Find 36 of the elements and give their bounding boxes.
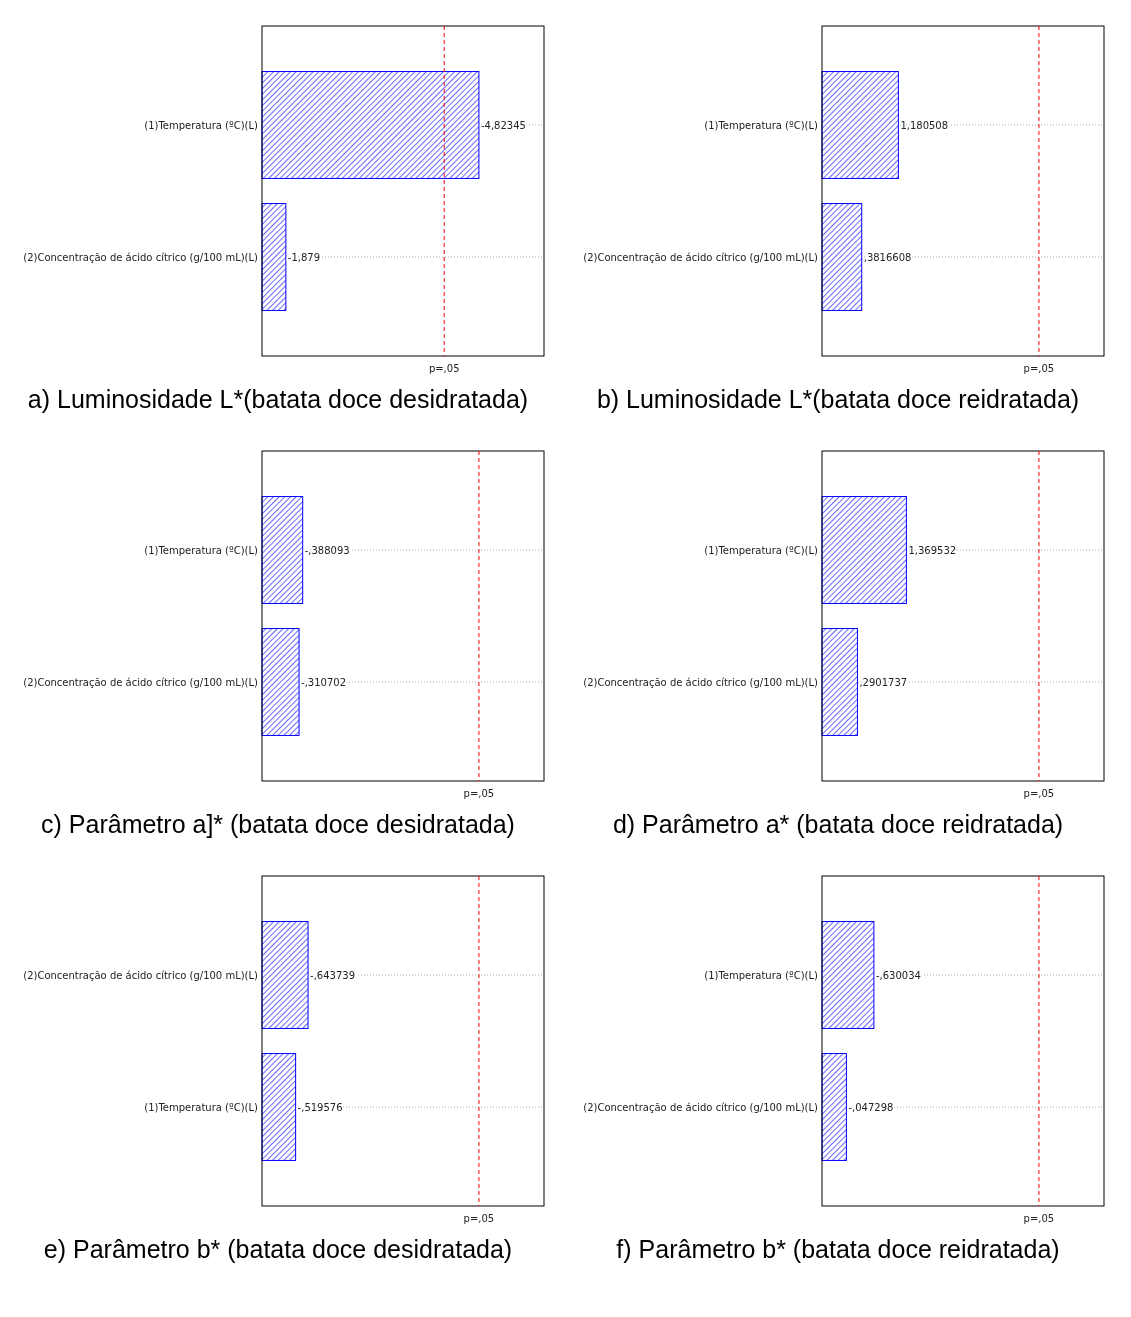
y-tick-label: (2)Concentração de ácido cítrico (g/100 mL)(L) — [583, 676, 819, 688]
y-tick-label: (1)Temperatura (ºC)(L) — [144, 544, 259, 556]
y-tick-label: (2)Concentração de ácido cítrico (g/100 mL)(L) — [23, 969, 259, 981]
y-tick-label: (2)Concentração de ácido cítrico (g/100 mL)(L) — [583, 1101, 819, 1113]
text: b) Luminosidade L*(batata doce reidratada) — [596, 385, 1080, 413]
annotation: -,643739 — [310, 969, 356, 981]
text: c) Parâmetro a]* (batata doce desidratada) — [41, 810, 515, 838]
ref-line-label: p=,05 — [463, 788, 495, 799]
ref-line-label: p=,05 — [1023, 1213, 1055, 1224]
ref-line-label: p=,05 — [1023, 363, 1055, 374]
text: a) Luminosidade L*(batata doce desidratada) — [27, 385, 529, 413]
y-tick-label: (2)Concentração de ácido cítrico (g/100 mL)(L) — [23, 251, 259, 263]
y-tick-label: (2)Concentração de ácido cítrico (g/100 mL)(L) — [583, 251, 819, 263]
ref-line-label: p=,05 — [428, 363, 460, 374]
annotation: ,2901737 — [859, 676, 908, 688]
annotation: -,630034 — [875, 969, 921, 981]
text: e) Parâmetro b* (batata doce desidratada) — [43, 1235, 513, 1263]
annotation: -,310702 — [301, 676, 346, 688]
annotation: -1,879 — [287, 251, 321, 263]
y-tick-label: (1)Temperatura (ºC)(L) — [704, 544, 819, 556]
annotation: -4,82345 — [480, 119, 526, 131]
annotation: 1,369532 — [908, 544, 957, 556]
annotation: -,519576 — [297, 1101, 343, 1113]
annotation: ,3816608 — [863, 251, 912, 263]
y-tick-label: (1)Temperatura (ºC)(L) — [144, 119, 259, 131]
y-tick-label: (2)Concentração de ácido cítrico (g/100 mL)(L) — [23, 676, 259, 688]
y-tick-label: (1)Temperatura (ºC)(L) — [704, 969, 819, 981]
annotation: 1,180508 — [900, 119, 949, 131]
ref-line-label: p=,05 — [463, 1213, 495, 1224]
y-tick-label: (1)Temperatura (ºC)(L) — [144, 1101, 259, 1113]
y-tick-label: (1)Temperatura (ºC)(L) — [704, 119, 819, 131]
annotation: -,047298 — [848, 1101, 894, 1113]
text: d) Parâmetro a* (batata doce reidratada) — [612, 810, 1064, 838]
annotation: -,388093 — [304, 544, 350, 556]
ref-line-label: p=,05 — [1023, 788, 1055, 799]
text: f) Parâmetro b* (batata doce reidratada) — [616, 1235, 1060, 1263]
